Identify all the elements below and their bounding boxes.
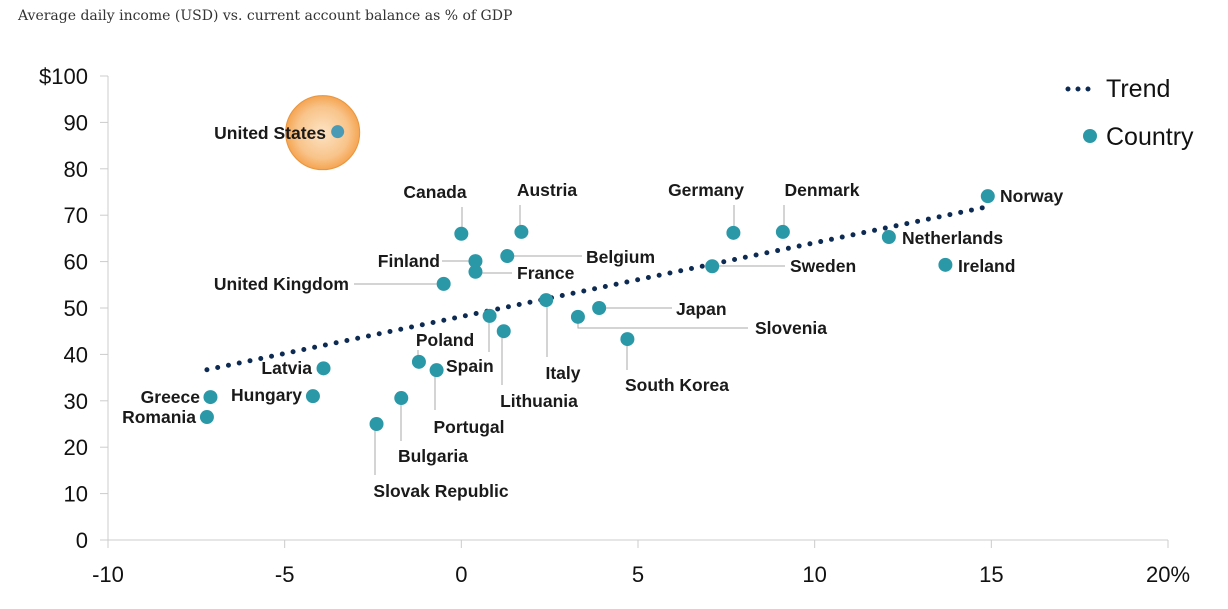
point-label: Bulgaria — [398, 446, 468, 466]
point-label: Spain — [446, 356, 494, 376]
point-label: Japan — [676, 299, 727, 319]
y-tick-label: 50 — [64, 296, 88, 321]
y-tick-label: 10 — [64, 482, 88, 507]
data-point — [482, 308, 497, 323]
data-point — [316, 361, 331, 376]
y-tick-label: 0 — [76, 528, 88, 553]
data-point — [199, 410, 214, 425]
point-label: Denmark — [785, 180, 860, 200]
highlight-circle — [285, 95, 361, 171]
data-point — [775, 224, 790, 239]
x-tick-label: -10 — [92, 562, 124, 587]
data-point — [496, 324, 511, 339]
point-label: United States — [214, 123, 326, 143]
point-label: Netherlands — [902, 228, 1003, 248]
data-point — [394, 391, 409, 406]
y-tick-label: 70 — [64, 203, 88, 228]
y-tick-label: 40 — [64, 342, 88, 367]
data-point — [539, 293, 554, 308]
point-label: Poland — [416, 330, 474, 350]
y-tick-label: 80 — [64, 157, 88, 182]
x-tick-label: 15 — [979, 562, 1003, 587]
data-point — [331, 125, 345, 139]
point-label: Greece — [141, 387, 201, 407]
data-point — [726, 225, 741, 240]
point-label: Ireland — [958, 256, 1015, 276]
point-label: Slovenia — [755, 318, 827, 338]
y-tick-label: 90 — [64, 110, 88, 135]
point-label: Germany — [668, 180, 744, 200]
data-point — [429, 363, 444, 378]
point-label: South Korea — [625, 375, 729, 395]
data-point — [454, 226, 469, 241]
data-point — [203, 390, 218, 405]
point-label: Romania — [122, 407, 196, 427]
data-point — [468, 264, 483, 279]
data-point — [436, 276, 451, 291]
point-label: Norway — [1000, 186, 1063, 206]
data-point — [369, 417, 384, 431]
data-point — [980, 189, 995, 204]
data-point — [938, 257, 953, 272]
x-tick-label: -5 — [275, 562, 295, 587]
x-tick-label: 5 — [632, 562, 644, 587]
data-point — [514, 224, 529, 239]
x-tick-label: 10 — [802, 562, 826, 587]
data-point — [620, 332, 635, 347]
point-label: Portugal — [434, 417, 505, 437]
data-point — [881, 230, 896, 245]
point-label: Lithuania — [500, 391, 578, 411]
point-label: Italy — [545, 363, 580, 383]
data-point — [468, 254, 483, 269]
data-point — [500, 249, 515, 264]
point-label: Sweden — [790, 256, 856, 276]
point-label: Hungary — [231, 385, 302, 405]
point-label: Slovak Republic — [373, 481, 508, 501]
point-label: United Kingdom — [214, 274, 349, 294]
data-point — [592, 301, 607, 315]
y-tick-label: 30 — [64, 389, 88, 414]
legend-trend-label: Trend — [1106, 75, 1170, 103]
point-label: Belgium — [586, 247, 655, 267]
trend-line — [204, 203, 994, 373]
point-label: Canada — [403, 182, 466, 202]
point-label: Finland — [378, 251, 440, 271]
point-label: France — [517, 263, 575, 283]
data-point — [705, 259, 720, 274]
legend-country-label: Country — [1106, 123, 1194, 151]
y-tick-label: 20 — [64, 435, 88, 460]
leader-line — [577, 323, 748, 329]
x-tick-label: 0 — [455, 562, 467, 587]
data-point — [411, 354, 426, 369]
data-point — [305, 389, 320, 404]
point-label: Latvia — [261, 358, 312, 378]
legend-country-icon — [1083, 129, 1097, 143]
chart-subtitle: Average daily income (USD) vs. current a… — [18, 8, 513, 24]
y-tick-label: $100 — [39, 64, 88, 89]
x-tick-label: 20% — [1146, 562, 1190, 587]
data-point — [570, 309, 585, 324]
point-label: Austria — [517, 180, 578, 200]
y-tick-label: 60 — [64, 250, 88, 275]
